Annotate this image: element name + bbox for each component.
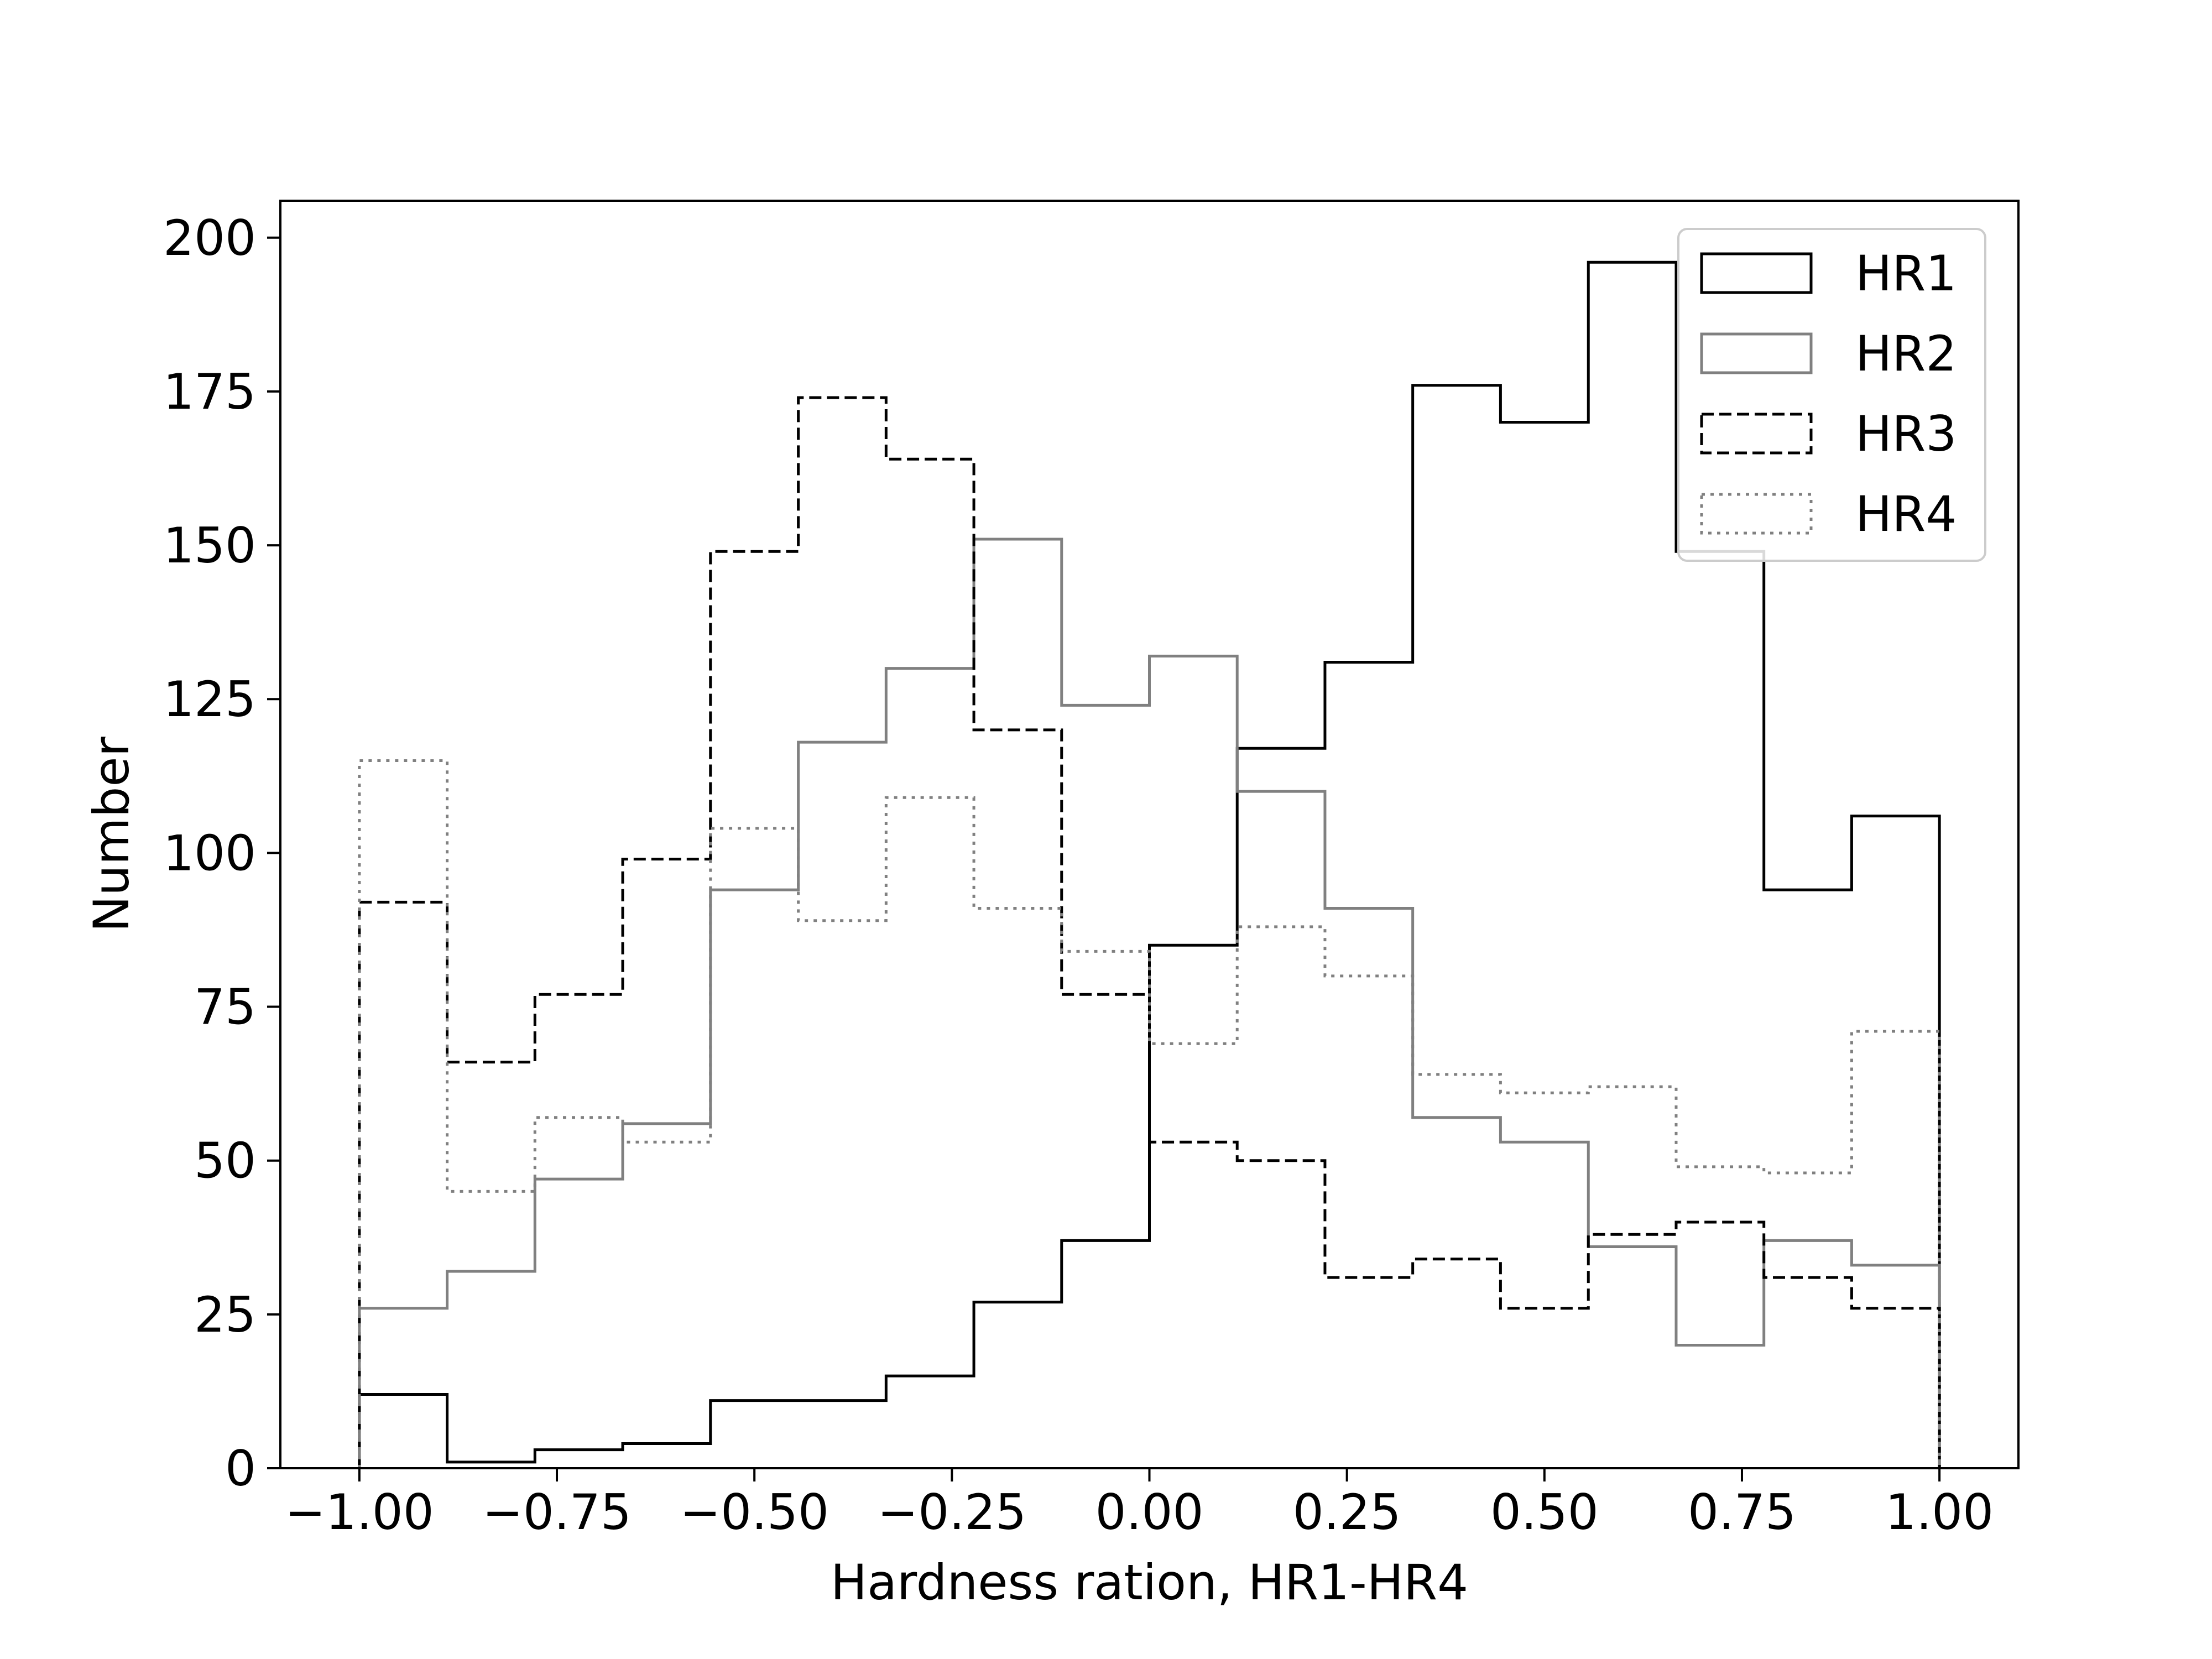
y-tick-label: 150 — [163, 517, 256, 574]
x-axis-label: Hardness ration, HR1-HR4 — [831, 1554, 1468, 1611]
y-axis: 0 25 50 75 100 125 150 175 200 — [163, 210, 280, 1497]
y-axis-label: Number — [83, 736, 140, 932]
y-tick-label: 0 — [225, 1440, 256, 1497]
legend-swatch-hr2 — [1700, 332, 1813, 374]
series-hr3-line — [358, 396, 1941, 1468]
legend-label-hr4: HR4 — [1855, 486, 1957, 542]
y-tick-label: 75 — [194, 979, 256, 1036]
legend: HR1 HR2 HR3 HR4 — [1677, 228, 1986, 562]
series-hr2-line — [358, 538, 1941, 1468]
legend-swatch-hr3 — [1700, 413, 1813, 455]
series-hr1-line — [358, 260, 1941, 1468]
legend-label-hr3: HR3 — [1855, 405, 1957, 462]
series-layer — [358, 260, 1941, 1468]
x-tick-label: −1.00 — [285, 1484, 434, 1541]
y-tick-label: 25 — [194, 1286, 256, 1343]
x-tick-label: −0.25 — [878, 1484, 1027, 1541]
x-tick-label: 0.25 — [1293, 1484, 1401, 1541]
y-tick-label: 125 — [163, 671, 256, 728]
legend-swatch-hr1 — [1700, 252, 1813, 294]
series-hr4-line — [358, 759, 1941, 1468]
y-tick-label: 50 — [194, 1133, 256, 1190]
y-tick-label: 100 — [163, 825, 256, 881]
y-tick-label: 175 — [163, 363, 256, 420]
x-tick-label: 0.75 — [1688, 1484, 1796, 1541]
x-tick-label: 0.50 — [1490, 1484, 1599, 1541]
x-tick-label: 0.00 — [1095, 1484, 1204, 1541]
y-tick-label: 200 — [163, 210, 256, 267]
legend-box — [1677, 228, 1986, 562]
x-tick-label: 1.00 — [1885, 1484, 1994, 1541]
x-tick-label: −0.75 — [482, 1484, 632, 1541]
legend-label-hr1: HR1 — [1855, 245, 1957, 302]
legend-swatch-hr4 — [1700, 493, 1813, 535]
x-axis: −1.00 −0.75 −0.50 −0.25 0.00 0.25 0.50 0.75 1.00 — [285, 1468, 1994, 1541]
x-tick-label: −0.50 — [680, 1484, 829, 1541]
legend-label-hr2: HR2 — [1855, 325, 1957, 382]
